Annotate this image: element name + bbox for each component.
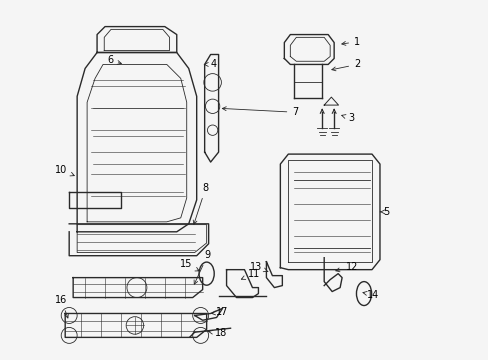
Text: 14: 14 xyxy=(362,290,379,300)
Text: 15: 15 xyxy=(179,260,199,271)
Text: 16: 16 xyxy=(55,295,68,318)
Text: 2: 2 xyxy=(331,59,360,71)
Text: 10: 10 xyxy=(55,165,74,176)
Text: 18: 18 xyxy=(208,328,226,338)
Text: 13: 13 xyxy=(250,262,267,272)
Text: 11: 11 xyxy=(241,269,260,279)
Text: 12: 12 xyxy=(335,262,358,272)
Text: 3: 3 xyxy=(341,113,353,123)
Text: 6: 6 xyxy=(107,55,121,66)
Text: 4: 4 xyxy=(204,59,216,69)
Text: 17: 17 xyxy=(211,307,228,317)
Text: 7: 7 xyxy=(222,107,298,117)
Text: 1: 1 xyxy=(341,37,360,47)
Text: 9: 9 xyxy=(194,250,210,284)
Text: 5: 5 xyxy=(380,207,388,217)
Text: 8: 8 xyxy=(193,183,208,224)
